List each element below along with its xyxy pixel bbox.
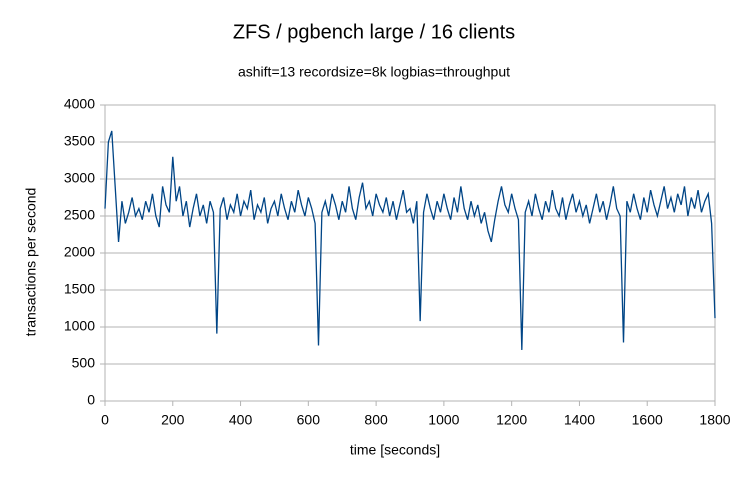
x-tick-label: 400: [229, 412, 253, 428]
x-tick-label: 600: [297, 412, 321, 428]
y-axis-label: transactions per second: [23, 188, 39, 337]
y-tick-label: 1500: [64, 281, 95, 297]
x-tick-label: 1400: [564, 412, 595, 428]
chart-title: ZFS / pgbench large / 16 clients: [233, 21, 515, 43]
y-tick-label: 3000: [64, 170, 95, 186]
x-tick-label: 1600: [632, 412, 663, 428]
x-tick-label: 0: [101, 412, 109, 428]
plot-border: [104, 104, 716, 402]
x-tick-label: 200: [161, 412, 185, 428]
y-tick-label: 1000: [64, 318, 95, 334]
y-tick-label: 0: [87, 392, 95, 408]
y-tick-label: 2000: [64, 244, 95, 260]
y-tick-label: 500: [72, 355, 96, 371]
chart-subtitle: ashift=13 recordsize=8k logbias=throughp…: [238, 64, 510, 80]
x-tick-label: 1000: [428, 412, 459, 428]
data-line: [104, 130, 716, 350]
y-tick-label: 3500: [64, 133, 95, 149]
y-tick-label: 2500: [64, 207, 95, 223]
x-tick-label: 800: [364, 412, 388, 428]
x-tick-label: 1800: [699, 412, 730, 428]
x-tick-label: 1200: [496, 412, 527, 428]
x-axis-label: time [seconds]: [350, 442, 440, 458]
y-tick-label: 4000: [64, 96, 95, 112]
